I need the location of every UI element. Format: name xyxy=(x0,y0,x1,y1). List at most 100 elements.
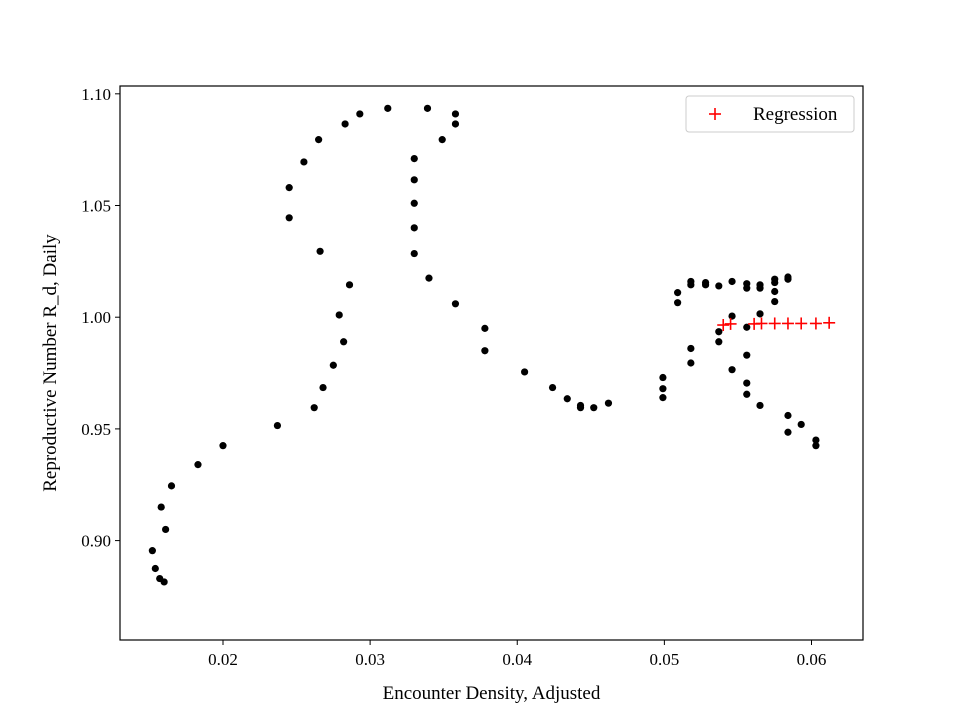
legend-box xyxy=(685,95,855,133)
data-point xyxy=(674,299,682,307)
regression-point xyxy=(717,319,730,332)
data-point xyxy=(148,547,156,555)
data-point xyxy=(659,373,667,382)
data-point xyxy=(756,401,764,410)
data-point xyxy=(285,184,293,192)
data-point xyxy=(157,503,165,511)
data-point xyxy=(162,525,170,534)
data-point xyxy=(160,578,168,586)
data-point xyxy=(481,347,489,355)
data-point xyxy=(521,368,529,376)
axes: 0.02 0.03 0.04 0.05 0.06 0.90 0.95 1.00 1.05 1.10 xyxy=(81,85,826,669)
data-point xyxy=(784,411,792,420)
data-point xyxy=(715,328,723,336)
legend-marker-regression xyxy=(709,108,721,120)
data-point xyxy=(687,277,695,286)
legend-label-regression: Regression xyxy=(753,104,838,125)
data-point xyxy=(576,404,585,412)
data-point xyxy=(273,421,282,430)
data-point xyxy=(659,385,667,393)
data-point xyxy=(715,338,723,346)
x-axis-label: Encounter Density, Adjusted xyxy=(383,683,601,704)
data-point xyxy=(315,136,323,144)
data-point xyxy=(316,247,324,255)
x-tick-label: 0.03 xyxy=(355,650,385,669)
data-point xyxy=(563,395,571,403)
data-point xyxy=(410,155,418,163)
data-point xyxy=(451,110,460,118)
plot-frame xyxy=(119,85,864,641)
data-point xyxy=(219,442,227,450)
data-point xyxy=(481,324,489,332)
data-point xyxy=(319,383,327,392)
data-point xyxy=(151,564,159,573)
data-point xyxy=(384,104,392,112)
data-point xyxy=(771,287,779,296)
data-point xyxy=(797,420,805,429)
regression-point xyxy=(823,316,836,329)
data-point xyxy=(812,442,820,450)
data-point xyxy=(340,338,348,346)
x-tick-label: 0.04 xyxy=(502,650,532,669)
data-point xyxy=(715,282,723,290)
data-point xyxy=(743,390,751,398)
data-point xyxy=(329,361,337,369)
data-point xyxy=(423,104,432,112)
data-point xyxy=(674,289,682,297)
data-point xyxy=(410,199,418,207)
data-point xyxy=(300,158,308,166)
y-tick-label: 0.90 xyxy=(81,532,111,551)
data-point xyxy=(701,278,710,287)
regression-point xyxy=(781,317,794,330)
regression-point xyxy=(809,317,822,330)
data-point xyxy=(728,277,736,286)
regression-point xyxy=(755,317,768,330)
data-point xyxy=(590,404,598,412)
data-point xyxy=(194,461,202,469)
data-point xyxy=(335,311,343,319)
data-point xyxy=(756,281,764,289)
data-point xyxy=(687,359,695,367)
y-tick-label: 1.10 xyxy=(81,85,111,104)
regression-point xyxy=(724,317,737,330)
data-point xyxy=(345,281,354,289)
data-point xyxy=(659,394,667,402)
regression-point xyxy=(768,317,781,330)
data-point xyxy=(771,275,779,283)
plot-area xyxy=(148,104,836,586)
data-point xyxy=(771,297,779,306)
data-point xyxy=(728,312,736,320)
data-point xyxy=(310,404,318,412)
data-point xyxy=(451,120,460,128)
y-tick-label: 1.05 xyxy=(81,197,111,216)
data-point xyxy=(356,110,364,118)
regression-point xyxy=(795,317,808,330)
data-point xyxy=(410,176,418,184)
data-point xyxy=(167,482,176,490)
data-point xyxy=(438,136,446,144)
x-tick-label: 0.02 xyxy=(208,650,238,669)
x-tick-label: 0.05 xyxy=(650,650,680,669)
data-point xyxy=(548,383,557,392)
data-point xyxy=(285,214,293,222)
data-point xyxy=(784,273,792,281)
x-tick-label: 0.06 xyxy=(797,650,827,669)
data-point xyxy=(410,224,418,232)
y-tick-label: 1.00 xyxy=(81,308,111,327)
data-point xyxy=(604,399,613,407)
data-point xyxy=(756,310,764,318)
data-point xyxy=(812,436,820,444)
data-point xyxy=(687,344,695,353)
data-point xyxy=(743,351,751,359)
legend: Regression xyxy=(685,95,855,133)
y-axis-label: Reproductive Number R_d, Daily xyxy=(40,234,61,492)
data-point xyxy=(451,300,460,308)
data-point xyxy=(728,366,736,374)
data-point xyxy=(425,274,433,282)
data-point xyxy=(743,280,751,288)
data-point xyxy=(743,323,751,331)
data-point xyxy=(784,428,792,436)
data-point xyxy=(410,249,418,258)
y-tick-label: 0.95 xyxy=(81,420,111,439)
